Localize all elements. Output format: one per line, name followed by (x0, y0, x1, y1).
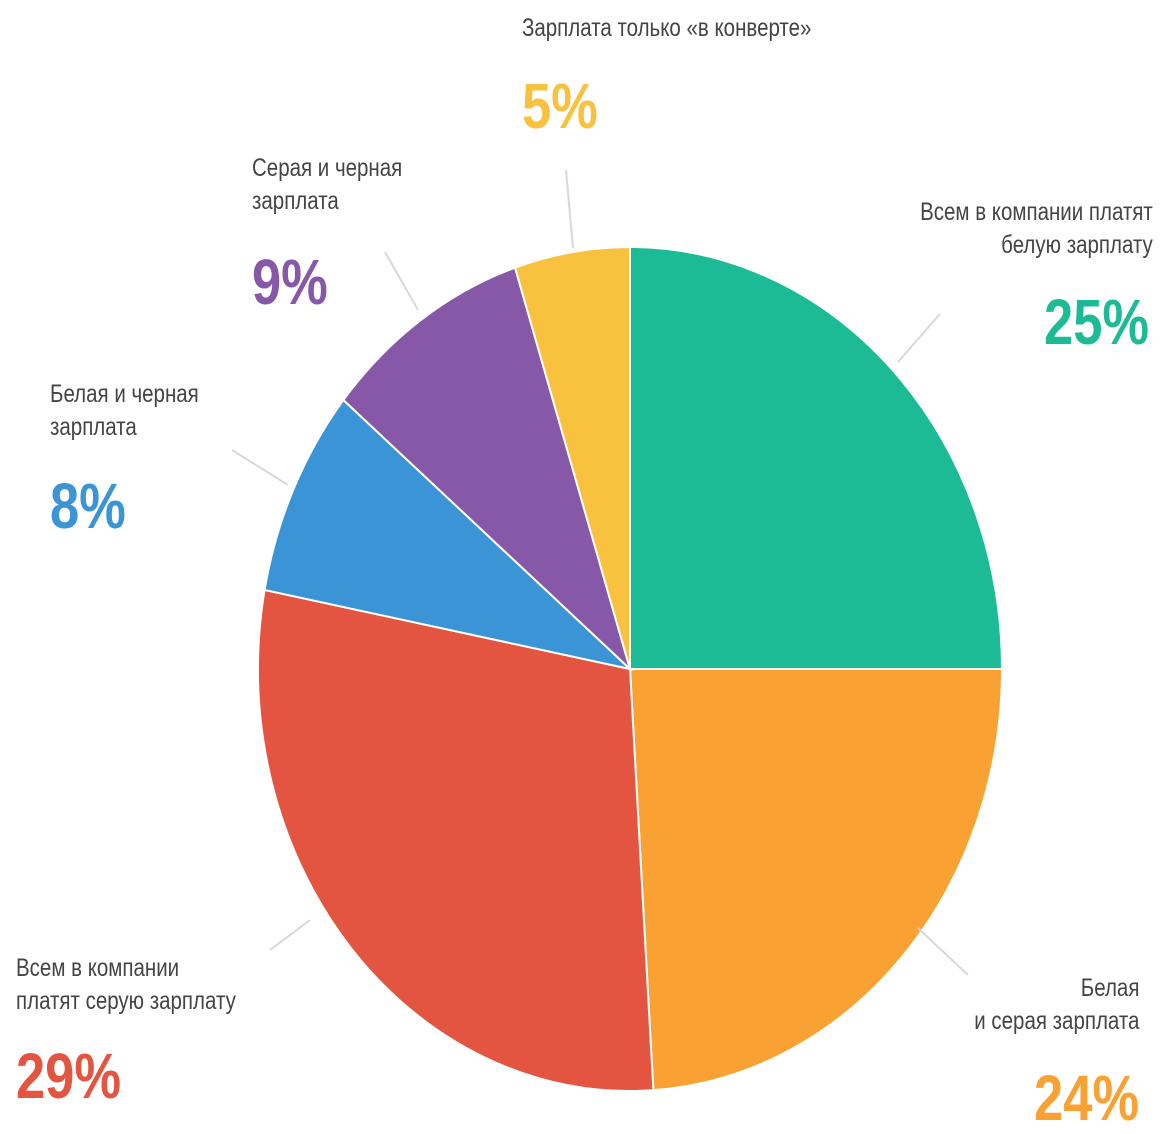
slice-label-line: и серая зарплата (973, 1007, 1139, 1035)
slice-label-gray-black: Серая и черная зарплата (252, 152, 402, 218)
pie-slice-white-gray (628, 668, 1004, 1092)
slice-label-line: Всем в компании (16, 954, 180, 982)
leader-line-white-black (231, 449, 289, 486)
slice-value-gray-salary: 29% (16, 1040, 122, 1112)
slice-label-line: Серая и черная (252, 154, 403, 182)
leader-line-white-gray (917, 927, 969, 976)
slice-value-white-black: 8% (50, 470, 126, 542)
leader-line-gray-black (384, 251, 419, 311)
slice-value-white-gray: 24% (1033, 1062, 1139, 1134)
pie-slice-white-salary (629, 245, 1004, 670)
slice-value-envelope: 5% (522, 70, 598, 142)
slice-label-line: Белая и черная (50, 380, 199, 408)
leader-line-white-salary (897, 313, 941, 363)
pie-slice-gray-salary (257, 588, 655, 1092)
slice-label-envelope: Зарплата только «в конверте» (522, 12, 811, 45)
slice-label-line: платят серую зарплату (16, 987, 236, 1015)
slice-label-line: Белая (1080, 974, 1139, 1002)
slice-value-white-salary: 25% (1043, 286, 1149, 358)
slice-label-white-gray: Белая и серая зарплата (974, 972, 1139, 1038)
slice-label-line: Зарплата только «в конверте» (522, 14, 812, 42)
slice-value-gray-black: 9% (252, 246, 328, 318)
slice-label-white-black: Белая и черная зарплата (50, 378, 199, 444)
pie-slice-gray-black (342, 266, 632, 673)
leader-line-envelope (565, 169, 574, 249)
pie-slice-envelope (513, 245, 631, 670)
slice-label-line: зарплата (252, 187, 339, 215)
slice-label-line: зарплата (50, 413, 137, 441)
slice-label-line: Всем в компании платят (920, 198, 1153, 226)
pie-slice-white-black (263, 398, 634, 671)
slice-label-line: белую зарплату (1001, 231, 1153, 259)
slice-label-white-salary: Всем в компании платят белую зарплату (920, 196, 1153, 262)
slice-label-gray-salary: Всем в компании платят серую зарплату (16, 952, 236, 1018)
leader-line-gray-salary (269, 919, 311, 951)
